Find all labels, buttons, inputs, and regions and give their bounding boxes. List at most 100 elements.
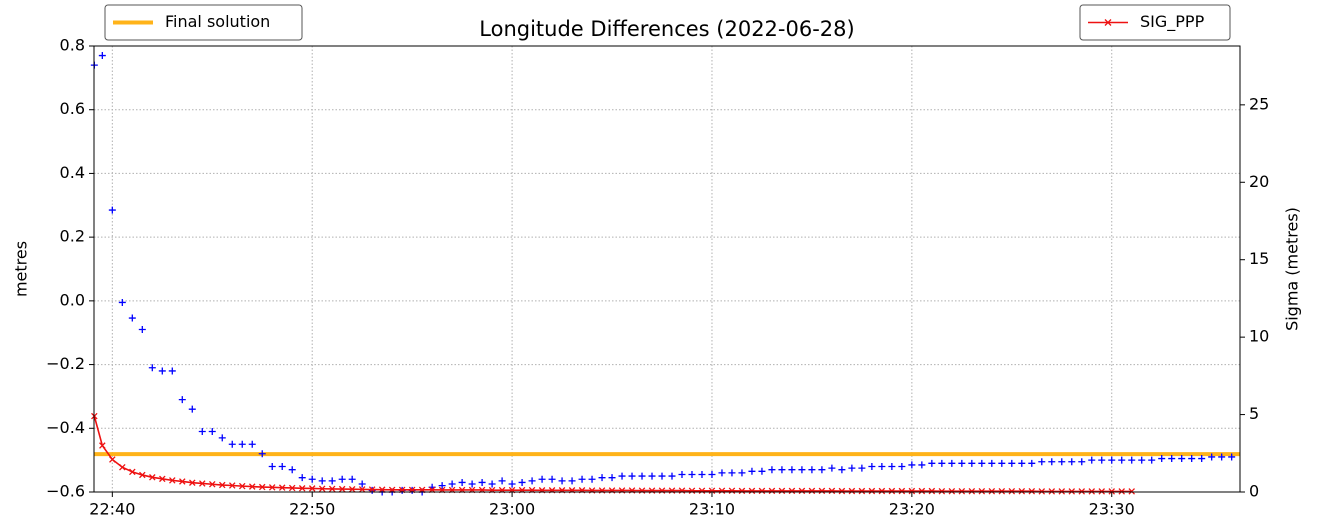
difference-marker <box>458 478 466 486</box>
y2-axis-label: Sigma (metres) <box>1283 207 1302 331</box>
difference-marker <box>278 463 286 471</box>
difference-marker <box>828 464 836 472</box>
sigma-marker <box>998 487 1006 495</box>
difference-marker <box>688 470 696 478</box>
sigma-marker <box>778 487 786 495</box>
y2-tick-label: 10 <box>1249 327 1269 346</box>
difference-marker <box>268 463 276 471</box>
difference-marker <box>98 52 106 60</box>
difference-marker <box>198 427 206 435</box>
sigma-marker <box>1098 488 1106 495</box>
y2-tick-label: 5 <box>1249 404 1259 423</box>
sigma-marker <box>888 487 896 495</box>
sigma-marker <box>1048 488 1056 495</box>
difference-marker <box>928 459 936 467</box>
difference-marker <box>1168 455 1176 463</box>
sigma-marker <box>948 487 956 495</box>
y-tick-label: 0.4 <box>60 163 85 182</box>
sigma-marker <box>119 463 126 471</box>
difference-marker <box>868 463 876 471</box>
difference-marker <box>1228 453 1236 461</box>
sigma-marker <box>898 487 906 495</box>
difference-marker <box>738 469 746 477</box>
difference-marker <box>1198 455 1206 463</box>
sigma-marker <box>308 485 316 492</box>
sigma-marker <box>798 487 806 495</box>
difference-marker <box>348 475 356 483</box>
y-tick-label: −0.4 <box>46 418 85 437</box>
x-tick-label: 23:00 <box>489 500 535 519</box>
difference-marker <box>1018 459 1026 467</box>
y-tick-label: −0.2 <box>46 354 85 373</box>
sigma-marker <box>738 487 746 495</box>
difference-marker <box>1008 459 1016 467</box>
difference-marker <box>318 477 326 485</box>
sigma-marker <box>1018 487 1026 495</box>
difference-marker <box>1058 458 1066 466</box>
difference-marker <box>998 459 1006 467</box>
sigma-marker <box>189 479 196 486</box>
difference-marker <box>1188 455 1196 463</box>
difference-marker <box>588 475 596 483</box>
sigma-marker <box>149 474 156 481</box>
legend-label: Final solution <box>165 12 270 31</box>
sigma-marker <box>908 487 916 495</box>
difference-marker <box>528 477 536 485</box>
difference-marker <box>498 477 506 485</box>
sigma-marker <box>828 487 836 495</box>
difference-marker <box>1178 455 1186 463</box>
difference-marker <box>858 464 866 472</box>
difference-marker <box>1048 458 1056 466</box>
sigma-marker <box>688 487 696 495</box>
sigma-marker <box>348 485 356 493</box>
difference-marker <box>488 480 496 488</box>
sigma-marker <box>1028 487 1036 495</box>
difference-marker <box>118 298 126 306</box>
sigma-marker <box>1008 487 1016 495</box>
sigma-marker <box>278 484 286 491</box>
difference-marker <box>818 466 826 474</box>
difference-marker <box>718 469 726 477</box>
x-tick-label: 23:10 <box>689 500 735 519</box>
sigma-marker <box>368 486 376 493</box>
sigma-marker <box>958 487 966 495</box>
sigma-marker <box>918 487 926 495</box>
y-axis-label: metres <box>12 241 31 297</box>
sigma-marker <box>758 487 766 495</box>
difference-marker <box>228 440 236 448</box>
difference-marker <box>358 480 366 488</box>
difference-marker <box>148 364 156 372</box>
difference-marker <box>288 466 296 474</box>
difference-marker <box>958 459 966 467</box>
sigma-marker <box>1128 488 1135 495</box>
x-tick-label: 22:40 <box>89 500 135 519</box>
difference-marker <box>1138 456 1146 464</box>
difference-marker <box>1068 458 1076 466</box>
difference-marker <box>768 466 776 474</box>
y-tick-label: −0.6 <box>46 482 85 501</box>
sigma-marker <box>338 485 346 493</box>
sigma-marker <box>718 487 726 495</box>
difference-marker <box>468 480 476 488</box>
difference-marker <box>508 480 516 488</box>
difference-marker <box>798 466 806 474</box>
sigma-marker <box>218 481 226 489</box>
difference-marker <box>548 475 556 483</box>
legend-box <box>1079 4 1231 41</box>
difference-marker <box>168 367 176 375</box>
sigma-marker <box>1108 488 1115 495</box>
sigma-marker <box>1038 488 1046 495</box>
difference-marker <box>1128 456 1136 464</box>
difference-marker <box>708 470 716 478</box>
difference-marker <box>838 466 846 474</box>
sigma-marker <box>1058 488 1066 495</box>
sigma-marker <box>858 487 866 495</box>
difference-marker <box>158 367 166 375</box>
difference-marker <box>918 461 926 469</box>
difference-marker <box>238 440 246 448</box>
y-tick-label: 0.2 <box>60 227 85 246</box>
difference-marker <box>908 461 916 469</box>
difference-marker <box>938 459 946 467</box>
sigma-marker <box>1068 488 1076 495</box>
sigma-marker <box>268 484 276 491</box>
